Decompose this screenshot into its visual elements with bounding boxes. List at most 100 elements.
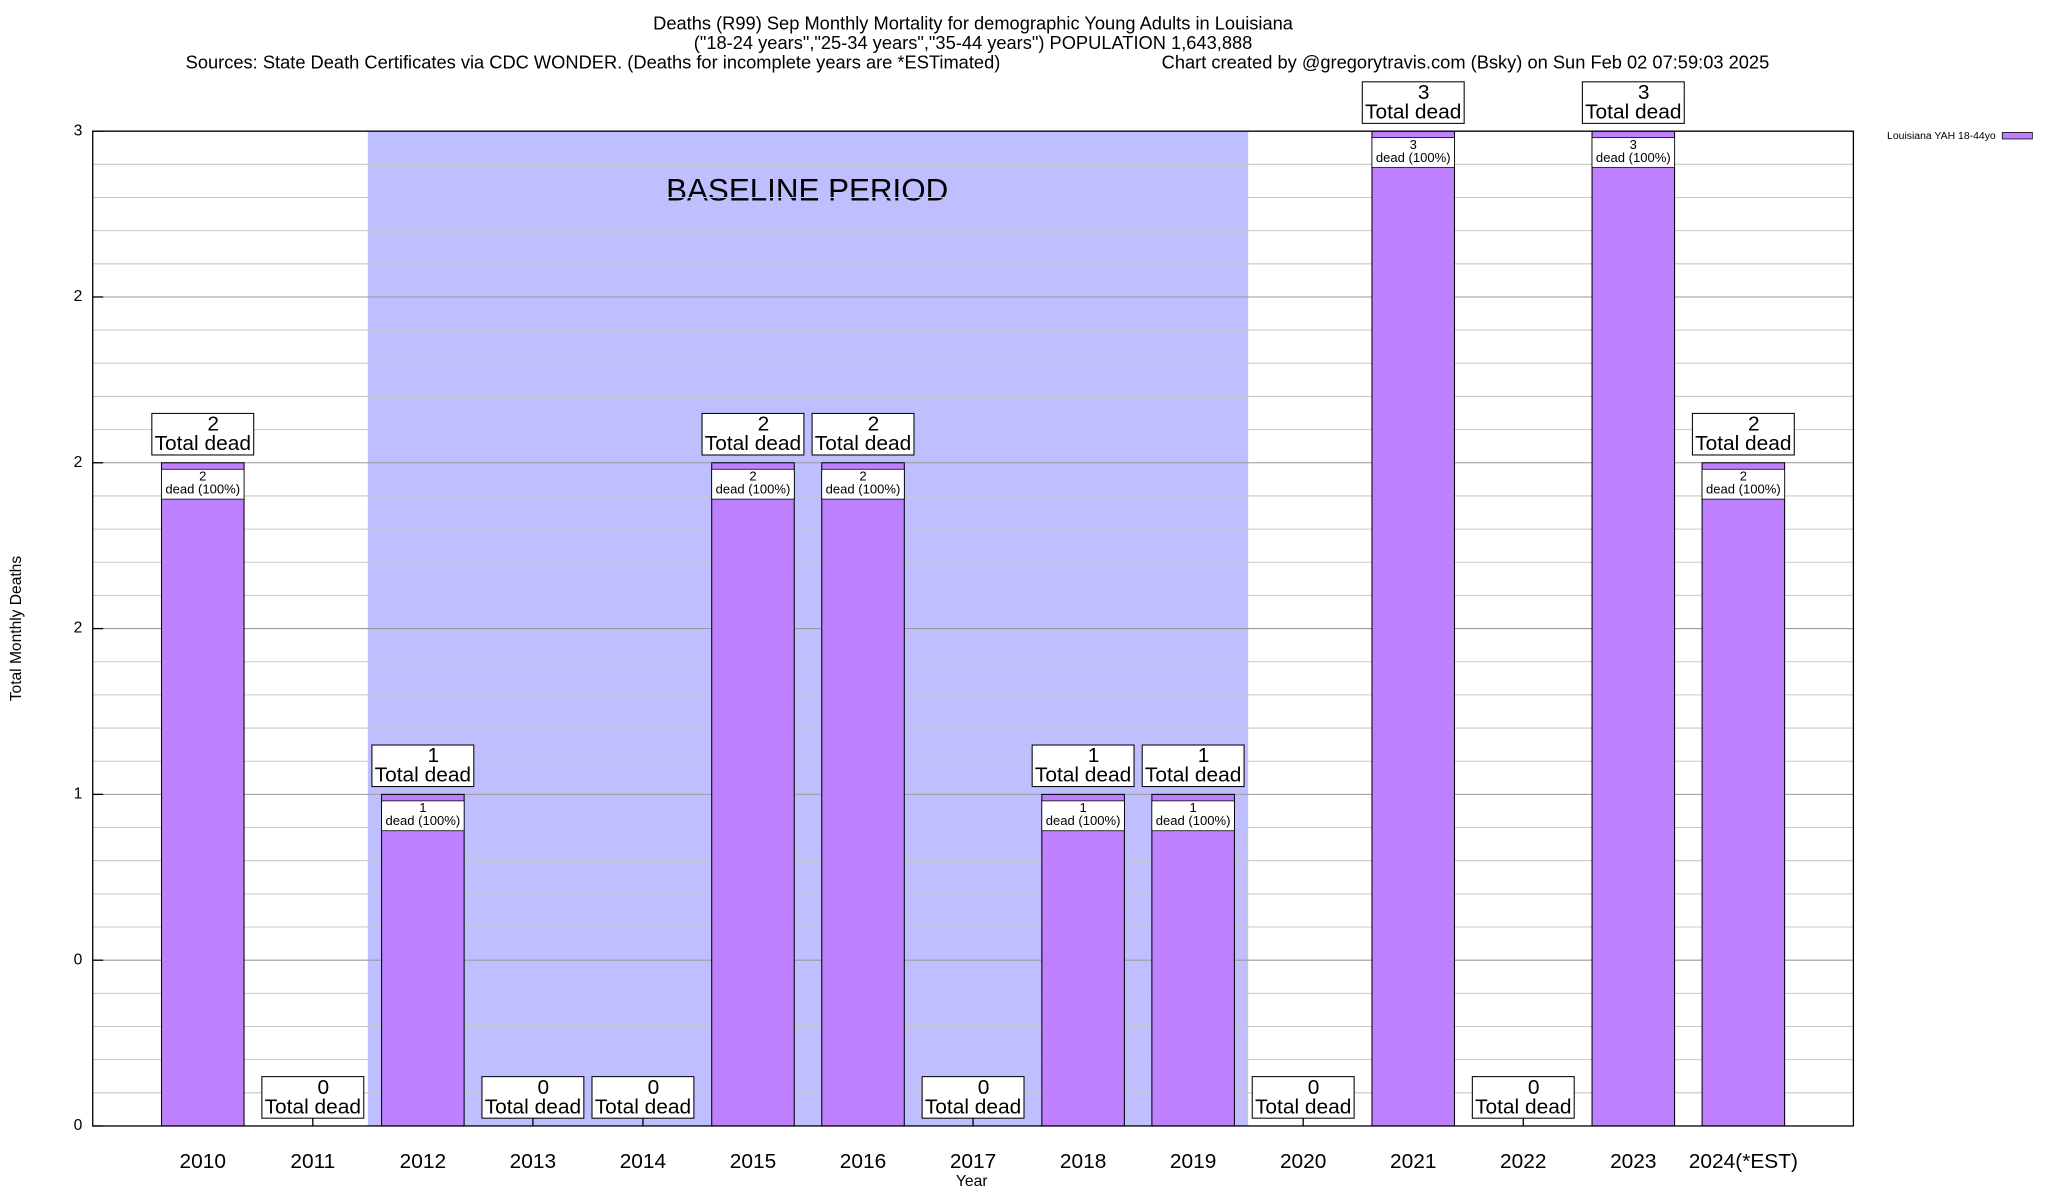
- bar: [1591, 130, 1676, 1127]
- total-label-box: [1471, 1076, 1575, 1119]
- total-label: Total dead: [595, 1095, 691, 1118]
- x-tick-label: 2014: [620, 1150, 666, 1173]
- total-label: Total dead: [815, 432, 911, 455]
- total-value-label: 0: [538, 1076, 550, 1099]
- total-label-box: [1251, 1076, 1355, 1119]
- total-value-label: 1: [427, 744, 439, 767]
- x-tick-label: 2020: [1280, 1150, 1326, 1173]
- chart-subtitle: ("18-24 years","25-34 years","35-44 year…: [694, 32, 1253, 53]
- x-tick-label: 2011: [290, 1150, 335, 1173]
- inner-value-label: 1: [1190, 800, 1197, 815]
- x-tick-label: 2012: [400, 1150, 446, 1173]
- y-tick-label: 1: [74, 786, 83, 803]
- total-label-box: [371, 744, 475, 788]
- total-label-box: [261, 1076, 365, 1119]
- x-tick-label: 2024(*EST): [1689, 1150, 1798, 1173]
- total-label: Total dead: [375, 764, 471, 787]
- x-tick-label: 2023: [1610, 1150, 1656, 1173]
- legend-label: Louisiana YAH 18-44yo: [1887, 131, 1996, 142]
- total-label-box: [701, 412, 805, 456]
- y-tick-label: 0: [74, 1117, 83, 1134]
- inner-value-label: 2: [859, 469, 866, 484]
- bar: [1371, 130, 1456, 1127]
- inner-label: dead (100%): [165, 482, 240, 497]
- x-tick-label: 2018: [1060, 1150, 1106, 1173]
- x-axis-label: Year: [956, 1173, 988, 1190]
- inner-label-box: [821, 468, 905, 500]
- baseline-annotation: BASELINE PERIOD: [666, 173, 948, 208]
- total-label-box: [151, 412, 255, 456]
- total-label: Total dead: [925, 1095, 1021, 1118]
- total-label-box: [591, 1076, 695, 1119]
- inner-value-label: 1: [419, 800, 426, 815]
- total-value-label: 0: [978, 1076, 990, 1099]
- total-label: Total dead: [1255, 1095, 1351, 1118]
- x-tick-label: 2017: [950, 1150, 996, 1173]
- x-tick-label: 2013: [510, 1150, 556, 1173]
- total-label: Total dead: [1585, 101, 1681, 124]
- x-tick-label: 2010: [180, 1150, 226, 1173]
- y-tick-label: 0: [74, 951, 83, 968]
- total-value-label: 1: [1088, 744, 1100, 767]
- inner-label: dead (100%): [1156, 813, 1231, 828]
- legend-swatch: [2001, 132, 2033, 140]
- total-label: Total dead: [1475, 1095, 1571, 1118]
- total-label: Total dead: [155, 432, 251, 455]
- total-label-box: [921, 1076, 1025, 1119]
- x-tick-label: 2016: [840, 1150, 886, 1173]
- y-tick-label: 3: [74, 122, 83, 139]
- total-label: Total dead: [1695, 432, 1791, 455]
- bar: [1041, 793, 1125, 1127]
- inner-label-box: [1371, 137, 1455, 168]
- total-label-box: [1141, 744, 1245, 788]
- inner-label-box: [1591, 137, 1675, 168]
- bar: [160, 462, 245, 1127]
- total-value-label: 0: [1308, 1076, 1320, 1099]
- total-label-box: [811, 412, 915, 456]
- total-label-box: [1031, 744, 1135, 788]
- total-value-label: 2: [1748, 413, 1760, 436]
- inner-label-box: [1151, 800, 1235, 832]
- total-value-label: 0: [648, 1076, 660, 1099]
- chart-title: Deaths (R99) Sep Monthly Mortality for d…: [653, 13, 1294, 34]
- source-note: Sources: State Death Certificates via CD…: [186, 51, 1001, 72]
- total-label-box: [1581, 81, 1685, 124]
- x-tick-label: 2022: [1500, 1150, 1546, 1173]
- total-label-box: [1691, 412, 1795, 456]
- total-label: Total dead: [485, 1095, 581, 1118]
- total-label-box: [481, 1076, 585, 1119]
- total-value-label: 3: [1418, 81, 1430, 104]
- inner-value-label: 2: [1740, 469, 1747, 484]
- inner-value-label: 3: [1410, 137, 1417, 152]
- inner-label: dead (100%): [1376, 150, 1451, 165]
- x-tick-label: 2019: [1170, 1150, 1216, 1173]
- inner-label: dead (100%): [1046, 813, 1121, 828]
- total-value-label: 0: [317, 1076, 329, 1099]
- inner-label: dead (100%): [385, 813, 460, 828]
- inner-value-label: 1: [1079, 800, 1086, 815]
- total-label-box: [1361, 81, 1465, 124]
- plot-frame: [92, 130, 1855, 1127]
- inner-label-box: [1041, 800, 1125, 832]
- inner-label-box: [161, 468, 245, 500]
- inner-label-box: [1701, 468, 1786, 500]
- total-label: Total dead: [1035, 764, 1131, 787]
- inner-value-label: 2: [749, 469, 756, 484]
- inner-label: dead (100%): [826, 482, 901, 497]
- total-label: Total dead: [1145, 764, 1241, 787]
- total-label: Total dead: [1365, 101, 1461, 124]
- inner-label-box: [711, 468, 795, 500]
- bar: [1151, 793, 1235, 1127]
- x-tick-label: 2015: [730, 1150, 776, 1173]
- total-value-label: 2: [868, 413, 880, 436]
- inner-label: dead (100%): [1706, 482, 1781, 497]
- bar: [711, 462, 795, 1127]
- y-axis-label: Total Monthly Deaths: [8, 556, 25, 702]
- bar: [1701, 462, 1786, 1127]
- total-value-label: 1: [1198, 744, 1210, 767]
- total-label: Total dead: [265, 1095, 361, 1118]
- y-tick-label: 2: [74, 288, 83, 305]
- total-value-label: 3: [1638, 81, 1650, 104]
